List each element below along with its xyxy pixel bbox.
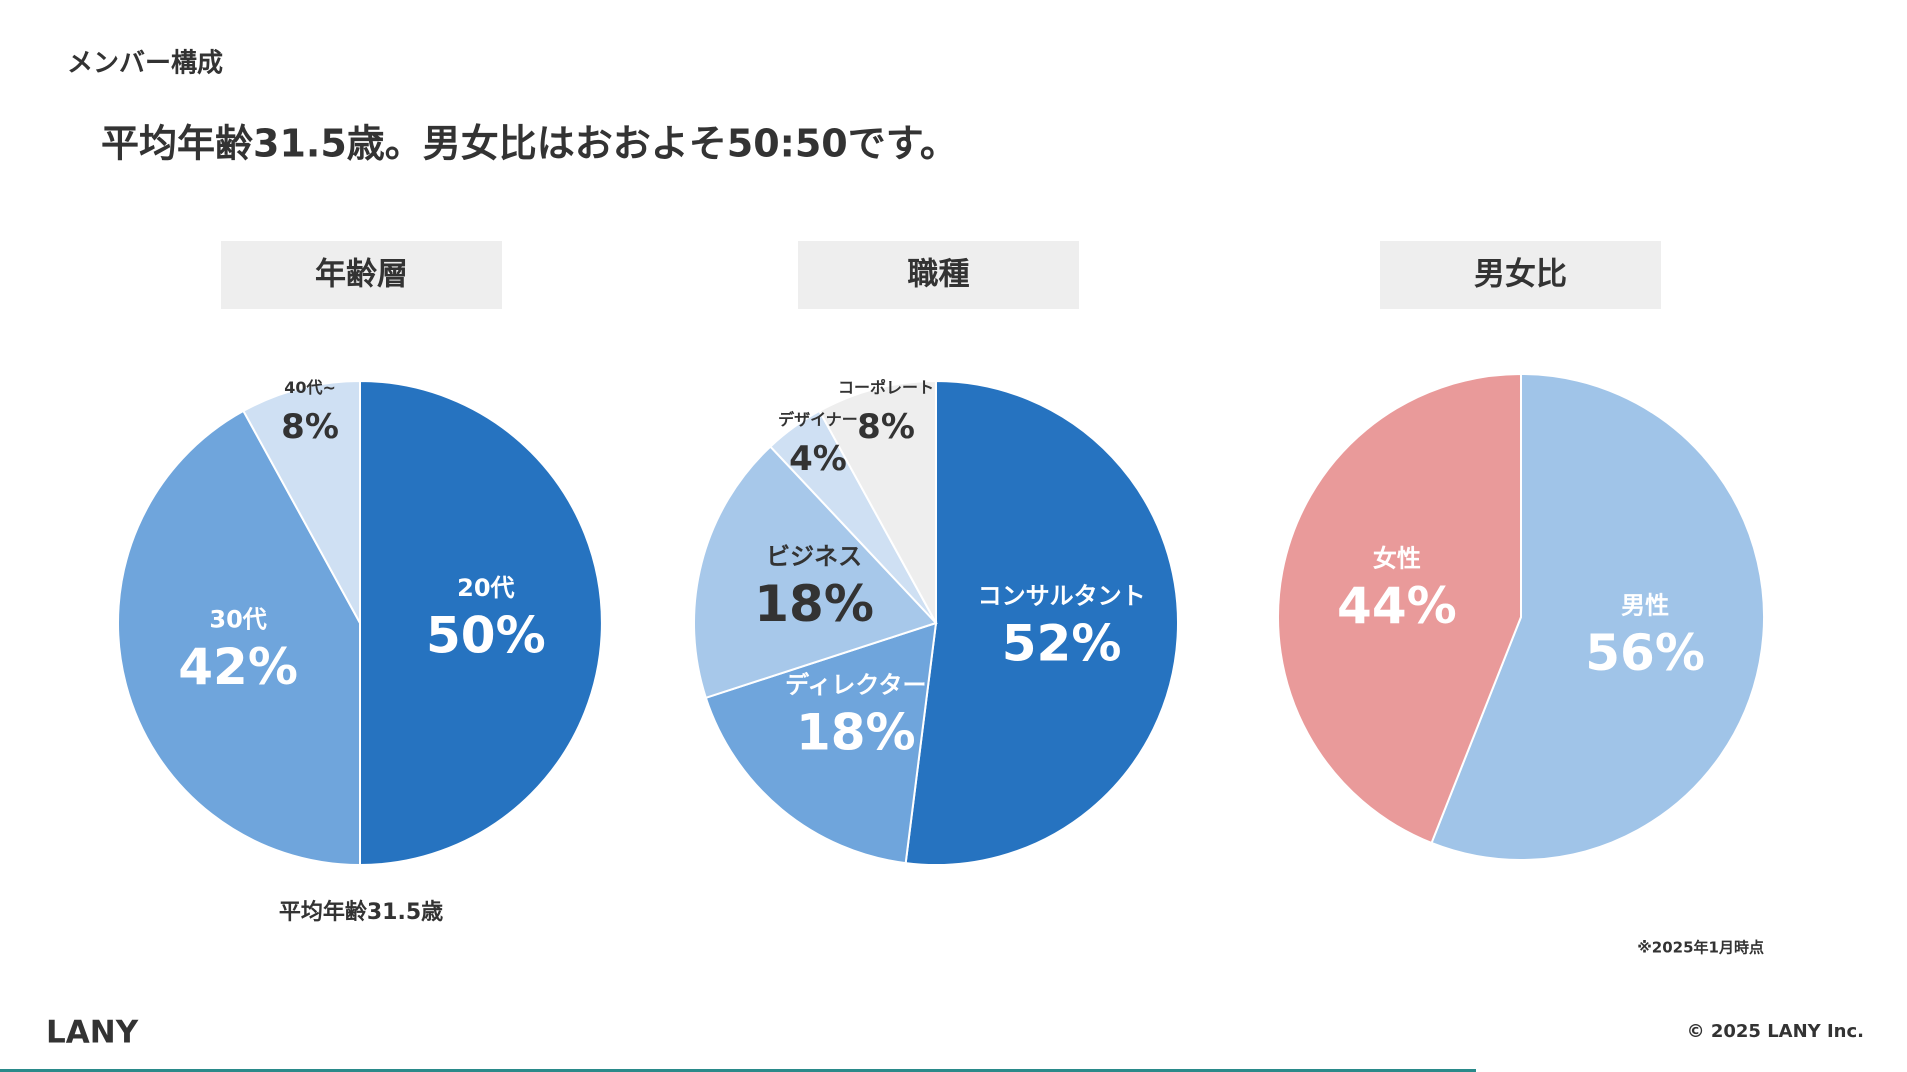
slice-value: 8% [281,407,339,447]
slice-value: 52% [1002,614,1122,672]
age-note: 平均年齢31.5歳 [279,899,443,925]
slice-value: 18% [754,575,874,633]
slice-name: デザイナー [778,410,858,429]
chart-title: 職種 [908,257,970,293]
slice-value: 4% [789,439,847,479]
pie-slice [242,379,361,624]
slice-name: ビジネス [766,543,862,571]
chart-title: 男女比 [1474,257,1567,293]
copyright: © 2025 LANY Inc. [1687,1021,1864,1042]
slice-name: ディレクター [785,671,926,699]
pie-slice [1277,372,1522,845]
slice-value: 8% [857,407,915,447]
slice-name: 女性 [1373,544,1421,572]
pie-slice [117,409,361,867]
title-box [1380,241,1661,309]
slice-value: 18% [796,703,916,761]
slice-name: コーポレート [838,378,934,397]
slice-name: 男性 [1621,592,1669,620]
slice-name: 20代 [457,574,514,602]
pie-slice [693,445,938,700]
slice-value: 42% [178,638,298,696]
slice-name: 30代 [209,605,266,633]
title-box [221,241,502,309]
logo: LANY [46,1015,139,1051]
headline: 平均年齢31.5歳。男女比はおおよそ50:50です。 [101,122,958,166]
footer-line [0,1069,1476,1072]
pie-slice [1430,372,1765,861]
section-title: メンバー構成 [67,49,223,79]
slice-value: 50% [426,607,546,665]
slice-value: 56% [1585,624,1705,682]
title-box [798,241,1079,309]
pie-slice [818,379,937,624]
slice-name: 40代~ [284,378,336,397]
slice-value: 44% [1337,577,1457,635]
pie-slice [904,379,1179,866]
pie-slice [359,379,603,867]
chart-title: 年齢層 [315,257,408,293]
pie-slice [704,621,938,865]
slice-name: コンサルタント [978,582,1146,610]
date-note: ※2025年1月時点 [1637,939,1764,957]
